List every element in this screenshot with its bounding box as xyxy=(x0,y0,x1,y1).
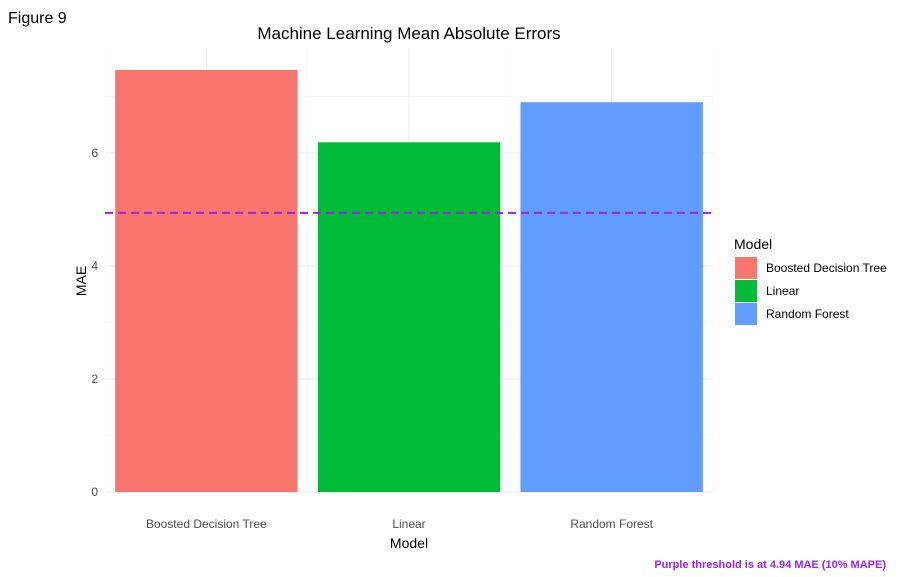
legend-items: Boosted Decision Tree Linear Random Forest xyxy=(735,257,887,325)
legend-swatch xyxy=(735,303,757,325)
threshold-caption: Purple threshold is at 4.94 MAE (10% MAP… xyxy=(654,559,886,571)
x-tick-label: Boosted Decision Tree xyxy=(146,517,267,531)
bar-boosted-decision-tree xyxy=(115,70,298,492)
y-tick-label: 6 xyxy=(91,146,98,160)
legend-swatch xyxy=(735,280,757,302)
legend-label: Linear xyxy=(766,284,799,298)
y-axis-ticks: 0 2 4 6 xyxy=(91,146,98,499)
x-tick-label: Linear xyxy=(392,517,425,531)
legend-title: Model xyxy=(734,236,772,252)
legend-label: Random Forest xyxy=(766,307,849,321)
legend: Model Boosted Decision Tree Linear Random … xyxy=(734,236,887,325)
y-tick-label: 4 xyxy=(91,259,98,273)
legend-swatch xyxy=(735,257,757,279)
y-tick-label: 2 xyxy=(91,372,98,386)
x-tick-label: Random Forest xyxy=(570,517,653,531)
bar-linear xyxy=(317,142,501,492)
y-tick-label: 0 xyxy=(91,485,98,499)
bars xyxy=(115,70,703,492)
figure-label: Figure 9 xyxy=(8,10,67,27)
chart-title: Machine Learning Mean Absolute Errors xyxy=(257,24,560,43)
x-axis-ticks: Boosted Decision Tree Linear Random Forest xyxy=(146,517,654,531)
x-axis-title: Model xyxy=(390,535,428,551)
y-axis-title: MAE xyxy=(73,266,89,296)
bar-random-forest xyxy=(520,102,703,492)
legend-label: Boosted Decision Tree xyxy=(766,261,887,275)
